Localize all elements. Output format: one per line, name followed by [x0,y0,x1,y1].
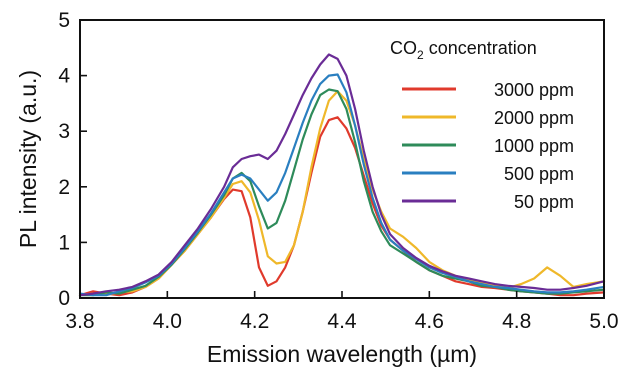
legend-title-subscript: 2 [417,48,424,62]
y-tick-label: 4 [58,65,70,88]
series-line-4 [78,53,606,297]
ticks-layer: 3.8 4.0 4.2 4.4 4.6 4.8 5.0 0 1 2 3 4 5 [58,9,618,333]
legend-label-1: 2000 ppm [494,108,574,128]
legend-label-2: 1000 ppm [494,136,574,156]
x-tick-label: 4.6 [415,310,444,333]
legend-label-0: 3000 ppm [494,80,574,100]
legend-title: CO2 concentration [390,38,537,62]
series-line-3 [78,73,606,297]
x-tick-label: 4.4 [327,310,357,333]
legend: CO2 concentration 3000 ppm 2000 ppm 1000 p… [390,38,574,212]
y-tick-label: 5 [58,9,70,32]
plot-frame [79,19,605,299]
x-tick-label: 4.2 [240,310,269,333]
legend-label-4: 50 ppm [514,192,574,212]
legend-title-rest: concentration [424,38,537,58]
x-tick-label: 5.0 [589,310,618,333]
y-tick-label: 2 [58,176,70,199]
legend-label-3: 500 ppm [504,164,574,184]
legend-items: 3000 ppm 2000 ppm 1000 ppm 500 ppm 50 ppm [402,80,574,212]
y-tick-label: 1 [58,231,70,254]
series-layer [78,53,606,297]
x-tick-label: 4.8 [502,310,531,333]
x-tick-label: 4.0 [153,310,182,333]
y-tick-label: 3 [58,120,70,143]
x-tick-label: 3.8 [65,310,94,333]
legend-title-main: CO [390,38,417,58]
y-axis-label: PL intensity (a.u.) [15,70,41,248]
y-tick-label: 0 [58,287,70,310]
x-axis-label: Emission wavelength (µm) [207,341,477,367]
